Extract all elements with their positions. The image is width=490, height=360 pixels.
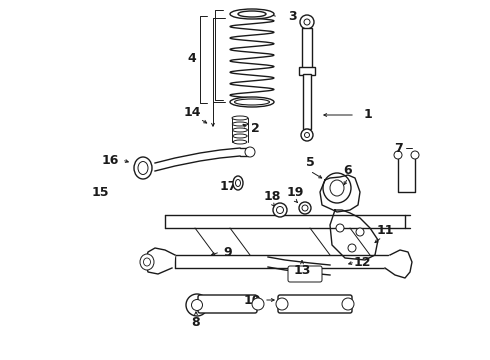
Text: 2: 2 (250, 122, 259, 135)
Ellipse shape (186, 294, 208, 316)
Ellipse shape (138, 162, 148, 175)
Ellipse shape (232, 116, 248, 120)
Ellipse shape (323, 173, 351, 203)
Ellipse shape (144, 258, 150, 266)
Circle shape (304, 19, 310, 25)
Ellipse shape (192, 300, 202, 310)
Circle shape (300, 15, 314, 29)
Text: 10: 10 (243, 293, 261, 306)
Text: 6: 6 (343, 163, 352, 176)
Ellipse shape (252, 298, 264, 310)
Text: 8: 8 (192, 315, 200, 328)
Ellipse shape (233, 176, 243, 190)
Ellipse shape (342, 298, 354, 310)
Ellipse shape (302, 205, 308, 211)
FancyBboxPatch shape (198, 295, 257, 313)
Ellipse shape (233, 134, 247, 138)
FancyBboxPatch shape (278, 295, 352, 313)
Circle shape (245, 147, 255, 157)
Text: 19: 19 (286, 186, 304, 199)
Ellipse shape (230, 9, 274, 19)
Text: 17: 17 (219, 180, 237, 193)
Text: 15: 15 (91, 186, 109, 199)
Ellipse shape (233, 140, 247, 144)
Text: 3: 3 (288, 10, 296, 23)
FancyBboxPatch shape (303, 74, 311, 129)
Circle shape (301, 129, 313, 141)
FancyBboxPatch shape (302, 28, 312, 68)
Ellipse shape (299, 202, 311, 214)
Ellipse shape (232, 122, 248, 126)
Text: 18: 18 (263, 189, 281, 202)
Circle shape (336, 224, 344, 232)
Ellipse shape (236, 180, 241, 186)
Circle shape (348, 244, 356, 252)
Polygon shape (330, 210, 378, 260)
Ellipse shape (134, 157, 152, 179)
Text: 14: 14 (183, 105, 201, 118)
Polygon shape (145, 248, 175, 274)
Text: 4: 4 (188, 51, 196, 64)
Text: 11: 11 (376, 224, 394, 237)
Polygon shape (320, 175, 360, 212)
Circle shape (356, 228, 364, 236)
Ellipse shape (273, 203, 287, 217)
Ellipse shape (235, 99, 270, 105)
FancyBboxPatch shape (288, 266, 322, 282)
Ellipse shape (238, 11, 266, 17)
Text: 1: 1 (364, 108, 372, 122)
Text: 5: 5 (306, 157, 315, 170)
Ellipse shape (140, 254, 154, 270)
Text: 12: 12 (353, 256, 371, 269)
Ellipse shape (276, 298, 288, 310)
Text: 16: 16 (101, 153, 119, 166)
FancyBboxPatch shape (299, 67, 315, 75)
Text: 7: 7 (393, 141, 402, 154)
Ellipse shape (233, 128, 247, 132)
Ellipse shape (276, 207, 284, 213)
Text: 13: 13 (294, 264, 311, 276)
Text: 9: 9 (224, 246, 232, 258)
Circle shape (411, 151, 419, 159)
Circle shape (304, 132, 310, 138)
Polygon shape (385, 250, 412, 278)
Ellipse shape (330, 180, 344, 196)
Circle shape (394, 151, 402, 159)
Ellipse shape (230, 97, 274, 107)
